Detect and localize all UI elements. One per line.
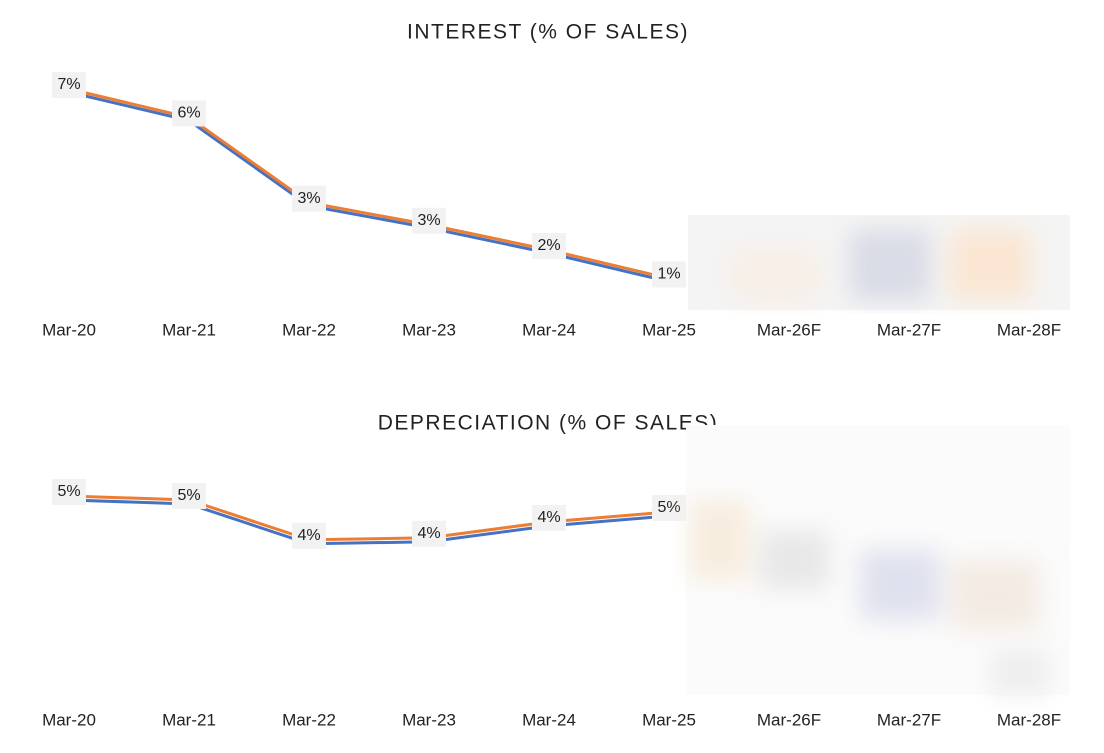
blur-spot [690, 500, 750, 580]
blur-spot [760, 530, 830, 590]
data-label: 7% [57, 76, 80, 93]
data-label-bg [412, 520, 446, 547]
x-tick-label: Mar-23 [402, 710, 456, 729]
x-tick-label: Mar-22 [282, 710, 336, 729]
data-label: 5% [657, 499, 680, 516]
x-tick-label: Mar-26F [757, 320, 821, 339]
data-label: 3% [417, 212, 440, 229]
line-series [68, 498, 670, 546]
blur-spot [860, 550, 940, 620]
x-tick-label: Mar-20 [42, 320, 96, 339]
data-label: 5% [177, 487, 200, 504]
data-label-bg [292, 522, 326, 549]
data-label-bg [532, 233, 566, 260]
blur-spot [730, 250, 820, 300]
x-tick-label: Mar-25 [642, 710, 696, 729]
data-label: 1% [657, 266, 680, 283]
x-tick-label: Mar-28F [997, 710, 1061, 729]
data-label-bg [652, 494, 686, 521]
x-tick-label: Mar-24 [522, 320, 576, 339]
data-label: 4% [417, 525, 440, 542]
x-tick-label: Mar-22 [282, 320, 336, 339]
data-label-bg [532, 504, 566, 531]
x-tick-label: Mar-25 [642, 320, 696, 339]
line-series [68, 87, 670, 280]
x-tick-label: Mar-26F [757, 710, 821, 729]
data-label: 5% [57, 483, 80, 500]
blur-spot [850, 230, 930, 300]
data-label: 4% [537, 509, 560, 526]
data-label: 3% [297, 190, 320, 207]
x-tick-label: Mar-27F [877, 710, 941, 729]
data-label-bg [172, 482, 206, 509]
data-label-bg [412, 207, 446, 234]
x-tick-label: Mar-27F [877, 320, 941, 339]
x-tick-label: Mar-21 [162, 710, 216, 729]
blur-spot [950, 560, 1040, 630]
blurred-forecast [686, 215, 1070, 695]
data-label: 6% [177, 105, 200, 122]
x-tick-label: Mar-21 [162, 320, 216, 339]
x-tick-label: Mar-28F [997, 320, 1061, 339]
data-label-bg [292, 185, 326, 212]
line-series [68, 494, 670, 542]
chart-title: DEPRECIATION (% OF SALES) [378, 412, 719, 435]
blur-spots [730, 230, 1030, 300]
data-label-bg [172, 100, 206, 127]
blur-spot [950, 230, 1030, 300]
lines-layer [68, 87, 670, 546]
x-tick-label: Mar-20 [42, 710, 96, 729]
data-label: 2% [537, 237, 560, 254]
labels-layer: INTEREST (% OF SALES) Mar-20 Mar-21 Mar-22 M… [42, 21, 1061, 730]
line-series [68, 90, 670, 284]
data-label: 4% [297, 527, 320, 544]
x-tick-label: Mar-23 [402, 320, 456, 339]
data-label-bg [652, 261, 686, 288]
data-label-bg [52, 479, 86, 505]
x-tick-label: Mar-24 [522, 710, 576, 729]
chart-title: INTEREST (% OF SALES) [407, 21, 689, 44]
blur-spot [990, 650, 1050, 695]
blur-spots [690, 500, 1050, 695]
data-label-bg [52, 72, 86, 98]
